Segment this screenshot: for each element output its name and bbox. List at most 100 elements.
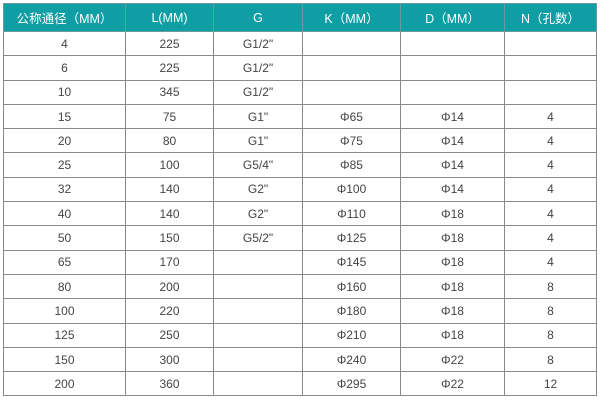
cell-length: 140 [125, 176, 214, 203]
cell-d-diameter: Φ18 [400, 322, 505, 348]
cell-nominal-diameter: 10 [3, 79, 126, 105]
cell-nominal-diameter: 125 [3, 322, 126, 348]
table-row: 40 140 G2" Φ110 Φ18 4 [3, 201, 597, 227]
header-nominal-diameter: 公称通径（MM） [3, 3, 126, 32]
header-g-thread: G [213, 3, 303, 32]
cell-n-holes: 4 [504, 103, 597, 130]
cell-n-holes: 4 [504, 201, 597, 227]
cell-nominal-diameter: 50 [3, 225, 126, 251]
cell-k-diameter [302, 79, 401, 105]
cell-length: 200 [125, 273, 214, 300]
cell-k-diameter: Φ160 [302, 273, 401, 300]
cell-nominal-diameter: 150 [3, 346, 126, 373]
cell-n-holes: 4 [504, 152, 597, 178]
table-row: 150 300 Φ240 Φ22 8 [3, 346, 597, 373]
cell-g-thread: G5/2" [213, 225, 303, 251]
cell-d-diameter: Φ14 [400, 152, 505, 178]
cell-n-holes [504, 30, 597, 57]
cell-d-diameter [400, 30, 505, 57]
cell-nominal-diameter: 100 [3, 298, 126, 324]
spec-table: 公称通径（MM） L(MM) G K（MM） D（MM） N（孔数） 4 225 G1/2" 6… [3, 3, 597, 397]
cell-k-diameter: Φ85 [302, 152, 401, 178]
cell-n-holes: 8 [504, 322, 597, 348]
cell-g-thread: G1" [213, 128, 303, 154]
cell-n-holes: 8 [504, 273, 597, 300]
cell-length: 75 [125, 103, 214, 130]
cell-k-diameter: Φ110 [302, 201, 401, 227]
cell-d-diameter: Φ18 [400, 249, 505, 275]
table-row: 25 100 G5/4" Φ85 Φ14 4 [3, 152, 597, 178]
cell-length: 250 [125, 322, 214, 348]
cell-length: 170 [125, 249, 214, 275]
cell-g-thread: G2" [213, 176, 303, 203]
cell-g-thread: G2" [213, 201, 303, 227]
cell-nominal-diameter: 200 [3, 371, 126, 397]
cell-d-diameter [400, 55, 505, 81]
header-k-diameter: K（MM） [302, 3, 401, 32]
cell-g-thread [213, 249, 303, 275]
cell-n-holes: 4 [504, 176, 597, 203]
table-row: 100 220 Φ180 Φ18 8 [3, 298, 597, 324]
cell-n-holes: 8 [504, 298, 597, 324]
cell-d-diameter: Φ22 [400, 346, 505, 373]
cell-nominal-diameter: 20 [3, 128, 126, 154]
cell-d-diameter [400, 79, 505, 105]
cell-k-diameter: Φ145 [302, 249, 401, 275]
cell-d-diameter: Φ14 [400, 128, 505, 154]
cell-length: 360 [125, 371, 214, 397]
cell-nominal-diameter: 25 [3, 152, 126, 178]
cell-length: 150 [125, 225, 214, 251]
cell-k-diameter: Φ100 [302, 176, 401, 203]
cell-n-holes: 4 [504, 128, 597, 154]
cell-g-thread: G5/4" [213, 152, 303, 178]
cell-g-thread [213, 322, 303, 348]
cell-d-diameter: Φ14 [400, 176, 505, 203]
cell-g-thread: G1/2" [213, 30, 303, 57]
cell-n-holes: 4 [504, 225, 597, 251]
cell-length: 100 [125, 152, 214, 178]
cell-d-diameter: Φ18 [400, 201, 505, 227]
cell-nominal-diameter: 65 [3, 249, 126, 275]
cell-nominal-diameter: 80 [3, 273, 126, 300]
cell-g-thread [213, 371, 303, 397]
cell-g-thread [213, 273, 303, 300]
cell-g-thread: G1/2" [213, 79, 303, 105]
cell-d-diameter: Φ18 [400, 298, 505, 324]
cell-nominal-diameter: 6 [3, 55, 126, 81]
cell-nominal-diameter: 15 [3, 103, 126, 130]
cell-k-diameter: Φ180 [302, 298, 401, 324]
table-row: 125 250 Φ210 Φ18 8 [3, 322, 597, 348]
table-row: 15 75 G1" Φ65 Φ14 4 [3, 103, 597, 130]
cell-length: 140 [125, 201, 214, 227]
cell-length: 225 [125, 30, 214, 57]
cell-nominal-diameter: 32 [3, 176, 126, 203]
cell-k-diameter: Φ65 [302, 103, 401, 130]
cell-length: 220 [125, 298, 214, 324]
cell-k-diameter [302, 30, 401, 57]
cell-k-diameter: Φ240 [302, 346, 401, 373]
cell-k-diameter [302, 55, 401, 81]
header-d-diameter: D（MM） [400, 3, 505, 32]
cell-length: 300 [125, 346, 214, 373]
cell-k-diameter: Φ210 [302, 322, 401, 348]
header-row: 公称通径（MM） L(MM) G K（MM） D（MM） N（孔数） [3, 3, 597, 32]
cell-n-holes [504, 79, 597, 105]
cell-g-thread: G1/2" [213, 55, 303, 81]
table-row: 200 360 Φ295 Φ22 12 [3, 371, 597, 397]
cell-k-diameter: Φ75 [302, 128, 401, 154]
table-row: 65 170 Φ145 Φ18 4 [3, 249, 597, 275]
table-row: 10 345 G1/2" [3, 79, 597, 105]
cell-g-thread: G1" [213, 103, 303, 130]
table-row: 20 80 G1" Φ75 Φ14 4 [3, 128, 597, 154]
table-row: 32 140 G2" Φ100 Φ14 4 [3, 176, 597, 203]
cell-g-thread [213, 346, 303, 373]
header-length: L(MM) [125, 3, 214, 32]
table-row: 50 150 G5/2" Φ125 Φ18 4 [3, 225, 597, 251]
cell-d-diameter: Φ18 [400, 273, 505, 300]
cell-k-diameter: Φ125 [302, 225, 401, 251]
table-row: 6 225 G1/2" [3, 55, 597, 81]
cell-n-holes: 12 [504, 371, 597, 397]
cell-n-holes [504, 55, 597, 81]
cell-length: 80 [125, 128, 214, 154]
cell-d-diameter: Φ14 [400, 103, 505, 130]
